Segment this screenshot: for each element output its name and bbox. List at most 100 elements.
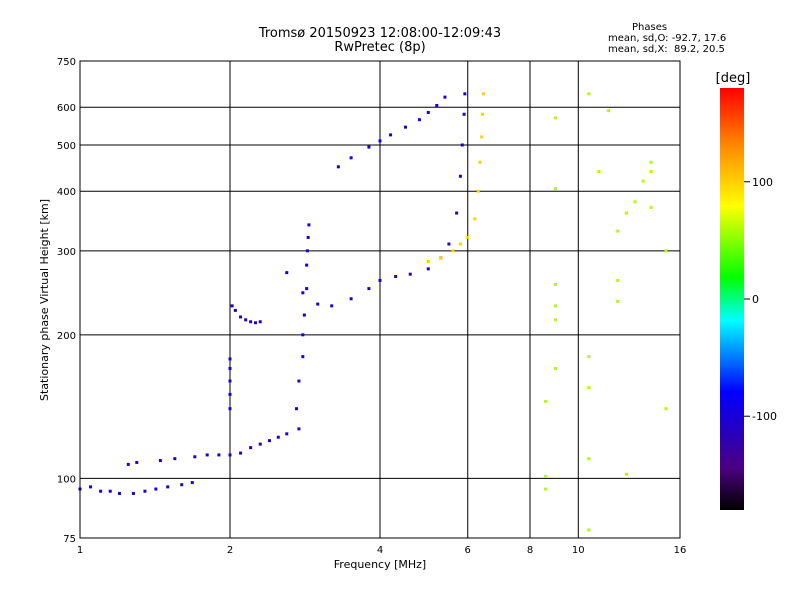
data-point <box>249 320 253 324</box>
y-tick-label: 750 <box>57 57 76 68</box>
data-point <box>330 304 334 308</box>
data-point <box>451 249 455 253</box>
data-point <box>426 267 430 271</box>
plot-frame <box>79 60 681 539</box>
x-tick-label: 6 <box>465 545 471 556</box>
data-point <box>403 125 407 129</box>
data-point <box>239 315 243 319</box>
data-point <box>378 278 382 282</box>
data-point <box>239 451 243 455</box>
phase-stats-o: mean, sd,O: -92.7, 17.6 <box>608 33 727 44</box>
data-point <box>336 165 340 169</box>
data-point <box>481 92 485 96</box>
x-tick-label: 8 <box>527 545 533 556</box>
data-point <box>553 304 557 308</box>
y-axis-label: Stationary phase Virtual Height [km] <box>38 199 51 401</box>
colorbar-ticks: 100 0 -100 <box>744 176 777 423</box>
colorbar-tick-label: -100 <box>752 410 777 423</box>
data-point <box>553 366 557 370</box>
data-point <box>173 457 177 461</box>
y-tick-label: 600 <box>57 103 76 114</box>
data-point <box>131 491 135 495</box>
data-point <box>158 459 162 463</box>
data-point <box>285 271 289 275</box>
data-point <box>439 256 443 260</box>
data-point <box>649 169 653 173</box>
data-point <box>306 235 310 239</box>
data-point <box>205 453 209 457</box>
data-point <box>587 528 591 532</box>
data-point <box>276 435 280 439</box>
data-point <box>480 112 484 116</box>
data-point <box>378 139 382 143</box>
data-point <box>544 487 548 491</box>
y-tick-label: 200 <box>57 331 76 342</box>
data-point <box>89 485 93 489</box>
data-point <box>316 302 320 306</box>
data-point <box>301 291 305 295</box>
data-point <box>587 386 591 390</box>
data-point <box>587 92 591 96</box>
y-axis-ticks: 75 100 200 300 400 500 600 750 <box>57 57 76 545</box>
data-point <box>544 474 548 478</box>
data-point <box>249 446 253 450</box>
data-point <box>394 275 398 279</box>
x-tick-label: 10 <box>572 545 585 556</box>
x-tick-label: 4 <box>377 545 383 556</box>
data-point <box>305 263 309 267</box>
y-tick-label: 75 <box>63 534 76 545</box>
data-point <box>297 427 301 431</box>
data-point <box>228 366 232 370</box>
data-point <box>408 272 412 276</box>
y-tick-label: 300 <box>57 247 76 258</box>
x-axis-label: Frequency [MHz] <box>334 558 426 571</box>
data-point <box>544 399 548 403</box>
data-point <box>230 304 234 308</box>
y-tick-label: 400 <box>57 187 76 198</box>
data-point <box>455 211 459 215</box>
data-point <box>625 211 629 215</box>
data-point <box>253 321 257 325</box>
data-point <box>307 223 311 227</box>
data-point <box>458 242 462 246</box>
data-point <box>166 485 170 489</box>
data-point <box>463 92 467 96</box>
data-point <box>473 217 477 221</box>
data-point <box>305 249 309 253</box>
data-point <box>553 318 557 322</box>
data-point <box>180 483 184 487</box>
data-point <box>349 156 353 160</box>
data-point <box>190 481 194 485</box>
x-axis-ticks: 1 2 4 6 8 10 16 <box>77 545 687 556</box>
x-tick-label: 2 <box>227 545 233 556</box>
data-point <box>435 104 439 108</box>
data-point <box>217 453 221 457</box>
data-point <box>228 407 232 411</box>
data-point <box>305 287 309 291</box>
data-point <box>458 174 462 178</box>
colorbar-tick-label: 0 <box>752 293 759 306</box>
x-tick-label: 16 <box>674 545 687 556</box>
data-point <box>460 143 464 147</box>
data-point <box>426 110 430 114</box>
data-point <box>649 205 653 209</box>
data-point <box>587 457 591 461</box>
data-point <box>228 453 232 457</box>
data-point <box>285 432 289 436</box>
data-point <box>301 355 305 359</box>
data-point <box>228 392 232 396</box>
y-tick-label: 500 <box>57 141 76 152</box>
data-point <box>126 462 130 466</box>
data-point <box>389 133 393 137</box>
phase-stats-heading: Phases <box>632 22 668 33</box>
data-point <box>117 491 121 495</box>
data-point <box>633 200 637 204</box>
data-point <box>302 313 306 317</box>
data-point <box>367 287 371 291</box>
data-point <box>297 379 301 383</box>
data-point <box>476 189 480 193</box>
data-point <box>462 112 466 116</box>
data-point <box>625 472 629 476</box>
data-points <box>78 92 668 532</box>
